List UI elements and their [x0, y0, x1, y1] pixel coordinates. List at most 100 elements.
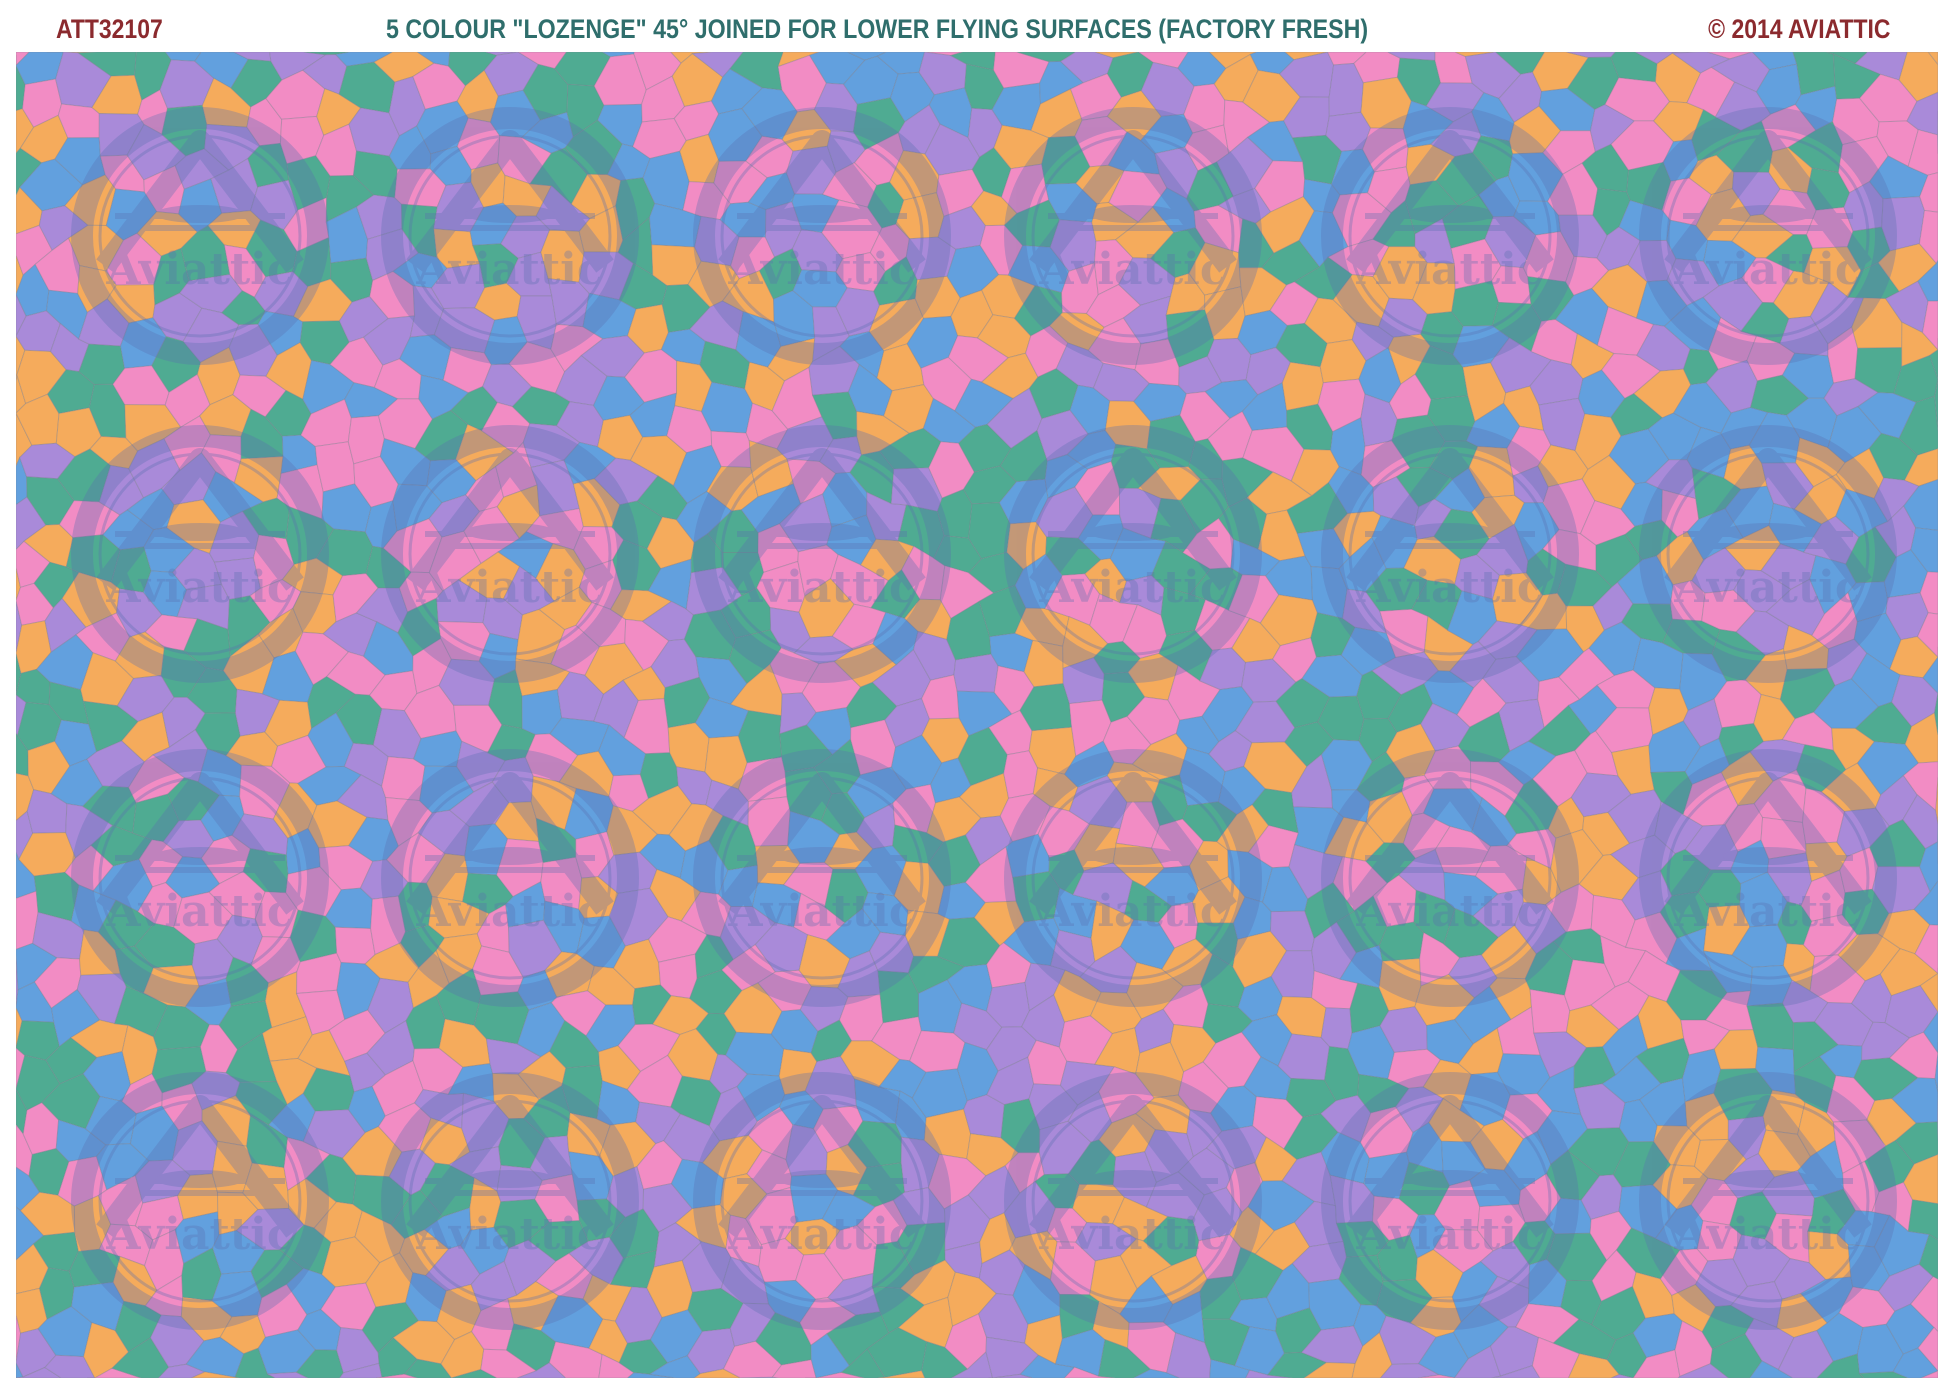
lozenge-tile — [1918, 1233, 1938, 1280]
lozenge-tile — [334, 926, 376, 965]
lozenge-tile — [16, 1001, 23, 1048]
lozenge-tile — [1922, 646, 1938, 705]
lozenge-tile — [1910, 527, 1938, 573]
lozenge-tile — [1929, 338, 1938, 383]
sheet-title: 5 COLOUR "LOZENGE" 45° JOINED FOR LOWER … — [386, 14, 1369, 44]
watermark-logo-text: Aviattic — [1673, 1209, 1861, 1260]
watermark-logo-text: Aviattic — [1355, 244, 1543, 295]
lozenge-tile — [1320, 1007, 1353, 1050]
watermark-logo-text: Aviattic — [415, 562, 603, 613]
lozenge-tile — [1281, 361, 1324, 412]
lozenge-tile — [1094, 52, 1139, 59]
lozenge-tile — [1903, 448, 1938, 487]
lozenge-tile — [1914, 924, 1938, 975]
watermark-logo-text: Aviattic — [1355, 886, 1543, 937]
lozenge-tile — [1919, 967, 1938, 1014]
aviattic-watermark: Aviattic — [1004, 425, 1262, 683]
watermark-logo-text: Aviattic — [105, 562, 293, 613]
lozenge-tile — [1919, 172, 1938, 213]
lozenge-tile — [1917, 260, 1938, 302]
watermark-logo-text: Aviattic — [1673, 886, 1861, 937]
aviattic-watermark: Aviattic — [381, 749, 639, 1007]
watermark-logo-text: Aviattic — [1673, 562, 1861, 613]
watermark-logo-text: Aviattic — [727, 562, 915, 613]
aviattic-watermark: Aviattic — [71, 425, 329, 683]
watermarks: Aviattic Aviattic Aviattic Aviattic Aviattic… — [71, 107, 1897, 1330]
copyright-notice: © 2014 AVIATTIC — [1707, 14, 1890, 44]
aviattic-watermark: Aviattic — [381, 1072, 639, 1330]
lozenge-tiles — [16, 52, 1938, 1378]
watermark-logo-text: Aviattic — [415, 244, 603, 295]
aviattic-watermark: Aviattic — [693, 425, 951, 683]
aviattic-watermark: Aviattic — [1321, 107, 1579, 365]
watermark-logo-text: Aviattic — [727, 244, 915, 295]
lozenge-tile — [1903, 1153, 1938, 1205]
aviattic-watermark: Aviattic — [1004, 1072, 1262, 1330]
lozenge-tile — [1898, 52, 1938, 103]
lozenge-tile — [16, 1314, 22, 1370]
lozenge-tile — [1910, 1275, 1938, 1333]
aviattic-watermark: Aviattic — [1321, 425, 1579, 683]
lozenge-tile — [1454, 52, 1506, 58]
aviattic-watermark: Aviattic — [1004, 749, 1262, 1007]
aviattic-watermark: Aviattic — [71, 107, 329, 365]
aviattic-watermark: Aviattic — [1639, 749, 1897, 1007]
lozenge-tile — [314, 441, 356, 493]
watermark-logo-text: Aviattic — [415, 886, 603, 937]
lozenge-tile — [1907, 1199, 1938, 1241]
lozenge-tile — [1916, 612, 1938, 658]
lozenge-tile — [1934, 1042, 1938, 1093]
lozenge-tile — [953, 653, 999, 693]
lozenge-decal-sheet: Aviattic Aviattic Aviattic Aviattic Aviattic… — [16, 52, 1938, 1378]
watermark-logo-text: Aviattic — [1673, 244, 1861, 295]
lozenge-pattern: Aviattic Aviattic Aviattic Aviattic Aviattic… — [16, 52, 1938, 1378]
aviattic-watermark: Aviattic — [1639, 1072, 1897, 1330]
lozenge-tile — [16, 294, 27, 337]
watermark-logo-text: Aviattic — [727, 886, 915, 937]
lozenge-tile — [1935, 777, 1938, 824]
watermark-logo-text: Aviattic — [1038, 562, 1226, 613]
watermark-logo-text: Aviattic — [1038, 1209, 1226, 1260]
aviattic-watermark: Aviattic — [1321, 1072, 1579, 1330]
aviattic-watermark: Aviattic — [1639, 425, 1897, 683]
lozenge-tile — [1529, 988, 1571, 1034]
aviattic-watermark: Aviattic — [693, 749, 951, 1007]
lozenge-tile — [1927, 52, 1938, 66]
aviattic-watermark: Aviattic — [1004, 107, 1262, 365]
lozenge-tile — [1913, 880, 1938, 926]
lozenge-tile — [1917, 1326, 1938, 1373]
lozenge-tile — [1920, 1370, 1938, 1378]
lozenge-tile — [1934, 379, 1938, 431]
lozenge-tile — [485, 52, 536, 56]
lozenge-tile — [16, 953, 19, 1008]
lozenge-tile — [737, 710, 783, 764]
watermark-logo-text: Aviattic — [105, 886, 293, 937]
lozenge-tile — [16, 567, 22, 607]
lozenge-tile — [1707, 52, 1756, 60]
aviattic-watermark: Aviattic — [1321, 749, 1579, 1007]
lozenge-tile — [1611, 1373, 1654, 1378]
lozenge-tile — [1921, 300, 1938, 351]
aviattic-watermark: Aviattic — [693, 1072, 951, 1330]
lozenge-tile — [16, 1043, 26, 1095]
watermark-logo-text: Aviattic — [727, 1209, 915, 1260]
lozenge-tile — [1903, 478, 1938, 531]
lozenge-tile — [1933, 693, 1938, 735]
lozenge-tile — [16, 255, 24, 298]
aviattic-watermark: Aviattic — [381, 107, 639, 365]
lozenge-tile — [1922, 1011, 1938, 1054]
watermark-logo-text: Aviattic — [1355, 562, 1543, 613]
lozenge-tile — [1919, 571, 1938, 615]
aviattic-watermark: Aviattic — [381, 425, 639, 683]
watermark-logo-text: Aviattic — [1038, 244, 1226, 295]
lozenge-tile — [16, 600, 23, 661]
aviattic-watermark: Aviattic — [1639, 107, 1897, 365]
watermark-logo-text: Aviattic — [105, 244, 293, 295]
product-code: ATT32107 — [56, 14, 163, 44]
watermark-logo-text: Aviattic — [1355, 1209, 1543, 1260]
aviattic-watermark: Aviattic — [71, 1072, 329, 1330]
watermark-logo-text: Aviattic — [415, 1209, 603, 1260]
watermark-logo-text: Aviattic — [1038, 886, 1226, 937]
aviattic-watermark: Aviattic — [71, 749, 329, 1007]
watermark-logo-text: Aviattic — [105, 1209, 293, 1260]
